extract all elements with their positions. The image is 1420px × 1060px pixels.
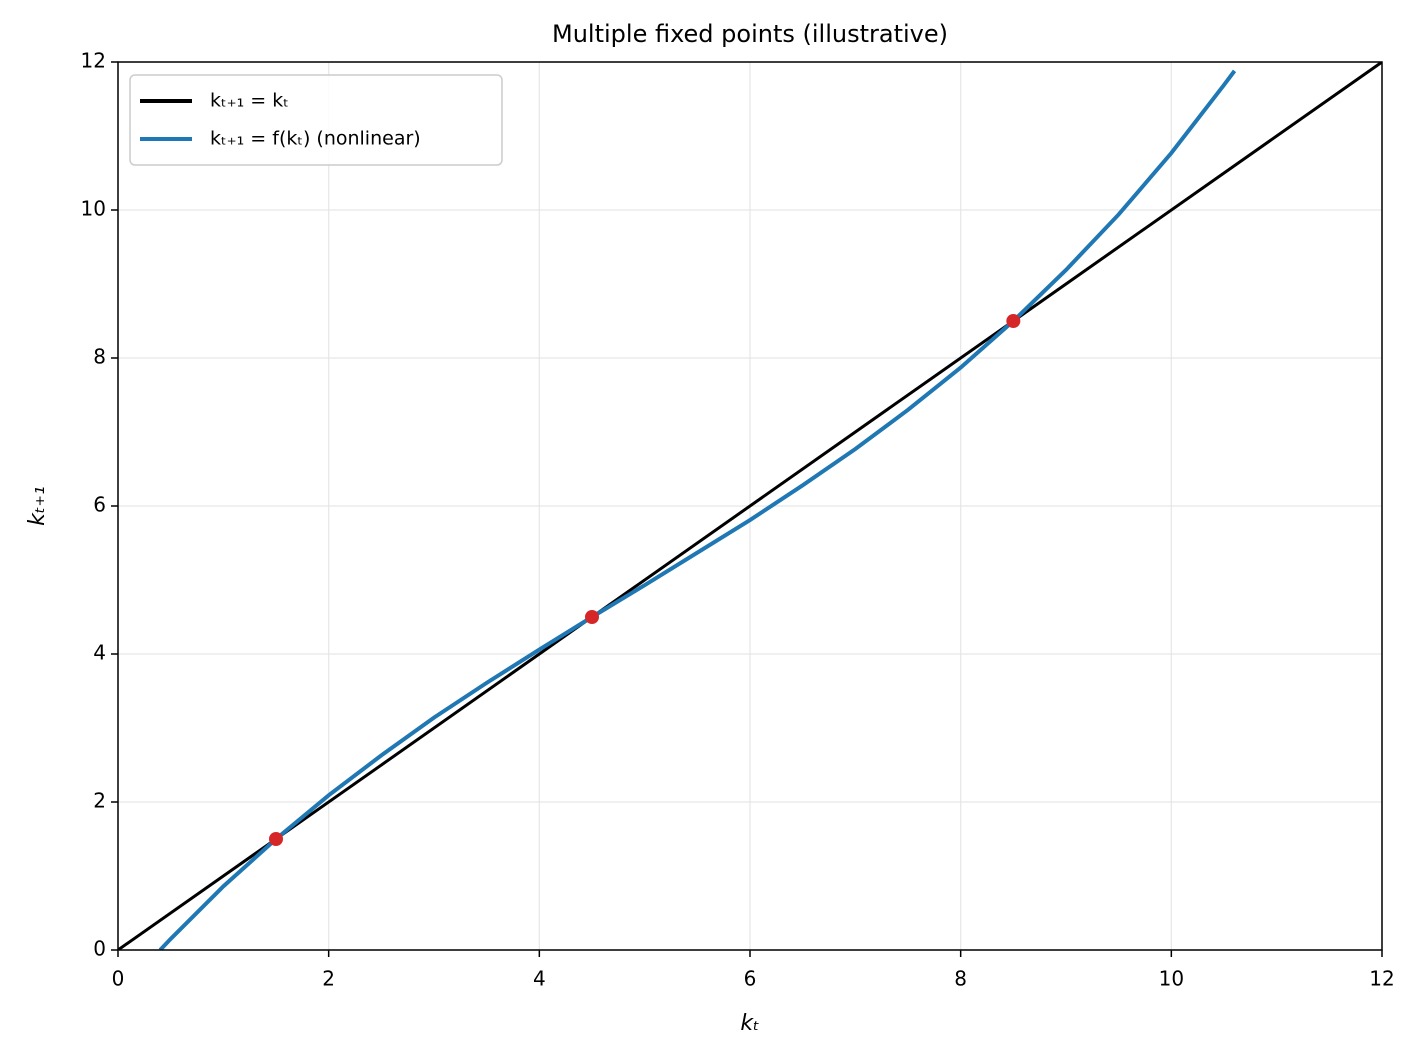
- point: [1006, 314, 1021, 328]
- y-tick-label: 10: [81, 197, 106, 221]
- x-tick-label: 6: [744, 967, 757, 991]
- y-tick-label: 8: [93, 345, 106, 369]
- y-tick-label: 0: [93, 937, 106, 961]
- y-axis-label: kₜ₊₁: [25, 486, 50, 526]
- legend-box: [129, 74, 503, 166]
- plot-frame: [117, 61, 1383, 951]
- x-tick-label: 0: [112, 967, 125, 991]
- x-tick-label: 10: [1159, 967, 1184, 991]
- x-tick-label: 8: [954, 967, 967, 991]
- y-tick-label: 6: [93, 493, 106, 517]
- legend-label: kₜ₊₁ = f(kₜ) (nonlinear): [210, 128, 421, 150]
- line: [158, 69, 1237, 950]
- point: [585, 610, 599, 624]
- y-tick-label: 12: [81, 49, 106, 73]
- chart-title: Multiple fixed points (illustrative): [552, 20, 948, 48]
- x-axis-label: kₜ: [740, 1011, 759, 1036]
- y-tick-label: 4: [93, 641, 106, 665]
- x-tick-label: 12: [1369, 967, 1394, 991]
- x-tick-label: 2: [322, 967, 335, 991]
- point: [269, 832, 283, 846]
- line: [118, 62, 1382, 950]
- x-tick-label: 4: [533, 967, 546, 991]
- y-tick-label: 2: [93, 789, 106, 813]
- legend-label: kₜ₊₁ = kₜ: [210, 90, 289, 112]
